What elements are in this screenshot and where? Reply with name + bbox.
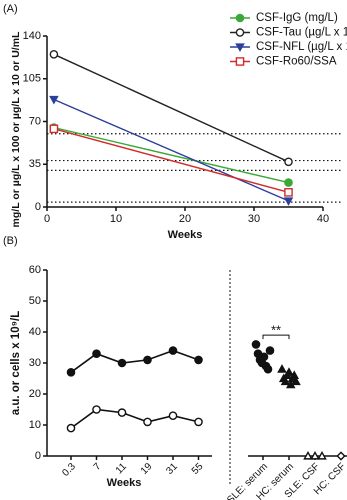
series-line [70,408,199,429]
y-tick-label: 10 [29,419,41,431]
marker [168,411,178,421]
legend-label: CSF-Ro60/SSA [256,56,337,68]
marker [259,352,269,362]
marker [92,405,101,414]
marker [235,57,245,66]
marker [291,376,301,386]
marker [235,28,245,37]
annotation: ** [271,323,281,338]
x-tick-label: 19 [139,461,155,477]
marker [66,423,76,433]
marker [143,355,152,365]
marker [265,346,275,355]
marker [49,95,59,105]
marker [336,451,346,461]
y-tick-label: 140 [23,30,41,42]
y-tick-label: 60 [29,264,41,276]
marker [49,124,59,134]
marker [117,408,127,417]
legend-label: CSF-Tau (µg/L x 100) [256,27,347,39]
y-tick-label: 0 [35,201,41,213]
marker [284,367,294,376]
marker [284,178,293,187]
marker [283,197,294,206]
x-tick-label: 30 [248,213,260,225]
marker [194,417,203,427]
marker [317,450,327,460]
x-tick-label: 31 [164,461,180,477]
y-tick-label: 50 [29,295,41,307]
y-axis-label: a.u. or cells x 10⁹/L [10,311,22,416]
x-axis-label: Weeks [168,229,203,241]
x-tick-label: 40 [317,213,329,225]
x-tick-label: 20 [179,213,191,225]
y-tick-label: 30 [29,357,41,369]
series-line [53,98,289,202]
marker [280,376,291,386]
marker [235,43,245,53]
marker [263,364,273,374]
marker [251,340,261,349]
y-tick-label: 35 [29,158,41,170]
panel-label: (A) [3,3,18,15]
x-tick-label: 10 [110,213,122,225]
legend-label: CSF-IgG (mg/L) [256,12,338,24]
y-tick-label: 70 [29,115,41,127]
y-tick-label: 0 [35,450,41,462]
marker [284,188,293,197]
marker [303,450,313,460]
y-tick-label: 40 [29,326,41,338]
x-tick-label: 0.3 [60,461,78,479]
marker [194,355,203,365]
x-tick-label: 11 [114,461,129,476]
x-tick-label: 0 [44,213,50,225]
y-tick-label: 20 [29,388,41,400]
series-line [53,128,289,194]
marker [310,450,320,460]
y-tick-label: 105 [23,73,41,85]
x-axis-label: Weeks [107,477,142,489]
x-tick-label: 7 [92,461,104,473]
marker [66,367,76,377]
significance-bracket [262,334,290,340]
series-line [53,53,289,163]
panel-label: (B) [3,235,18,247]
marker [284,157,293,167]
marker [49,50,59,59]
series-line [53,126,289,184]
series-line [70,349,199,373]
marker [277,364,287,373]
marker [117,358,127,368]
legend-label: CSF-NFL (µg/L x 10) [256,41,347,53]
marker [92,349,101,359]
marker [143,417,152,427]
x-tick-label: 55 [190,461,206,477]
marker [168,346,178,355]
y-axis-label: mg/L or µg/L x 100 or µg/L x 10 or U/mL [10,31,22,227]
marker [235,13,245,23]
